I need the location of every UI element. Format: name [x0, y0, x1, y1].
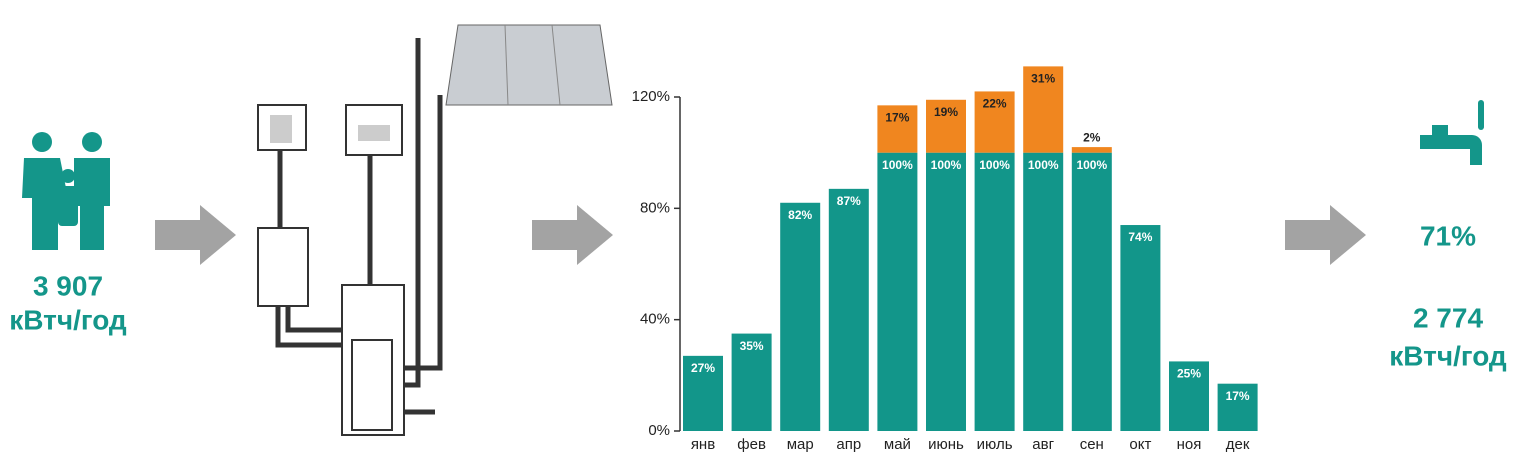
bar-segment	[1071, 147, 1112, 153]
bar-segment	[1169, 361, 1209, 431]
x-tick-label: фев	[737, 436, 766, 453]
arrows	[155, 205, 1366, 265]
bar-label: 74%	[1128, 230, 1152, 244]
bar-segment	[780, 202, 821, 431]
y-tick-label: 0%	[648, 422, 670, 439]
x-tick-label: дек	[1226, 436, 1250, 453]
x-tick-label: ноя	[1177, 436, 1202, 453]
bar-segment	[731, 333, 772, 431]
bar-segment	[877, 152, 918, 431]
x-tick-label: авг	[1032, 436, 1054, 453]
radiator	[270, 115, 292, 143]
devices	[257, 104, 405, 436]
y-tick-label: 40%	[640, 311, 670, 328]
bar-label: 100%	[1076, 158, 1107, 172]
bar-label: 35%	[740, 339, 764, 353]
bar-label: 31%	[1031, 72, 1055, 86]
bar-label: 17%	[1226, 389, 1250, 403]
bar-segment	[926, 152, 966, 431]
bar-label: 100%	[1028, 158, 1059, 172]
bar-label: 100%	[882, 158, 913, 172]
y-tick-label: 120%	[632, 88, 670, 105]
x-tick-label: янв	[691, 436, 715, 453]
bar-segment	[974, 152, 1015, 431]
x-tick-label: окт	[1129, 436, 1151, 453]
bar-label: 27%	[691, 361, 715, 375]
bar-segment	[683, 355, 723, 431]
bar-segment	[1071, 152, 1112, 431]
solar-panel	[445, 24, 613, 106]
result-unit: кВтч/год	[1389, 340, 1507, 371]
sink	[358, 125, 390, 141]
bar-label: 17%	[885, 111, 909, 125]
x-tick-label: апр	[836, 436, 861, 453]
result-share: 71%	[1420, 220, 1476, 251]
y-tick-label: 80%	[640, 199, 670, 216]
x-tick-label: июль	[977, 436, 1013, 453]
x-tick-label: июнь	[928, 436, 964, 453]
bar-segment	[1120, 225, 1161, 431]
bar-segment	[1023, 66, 1064, 153]
bar-label: 82%	[788, 208, 812, 222]
bar-label: 19%	[934, 105, 958, 119]
bar-label: 87%	[837, 194, 861, 208]
bar-segment	[1217, 383, 1258, 431]
bar-segment	[1023, 152, 1064, 431]
family-icon	[22, 132, 110, 250]
bar-segment	[828, 188, 869, 431]
consumption-value: 3 907	[33, 270, 103, 301]
bar-label: 100%	[979, 158, 1010, 172]
tap-icon	[1420, 100, 1484, 165]
bar-segment	[877, 105, 918, 153]
bar-label: 22%	[983, 97, 1007, 111]
x-tick-label: сен	[1080, 436, 1104, 453]
x-tick-label: мар	[787, 436, 814, 453]
bar-segment	[926, 99, 966, 153]
consumption-unit: кВтч/год	[9, 304, 127, 335]
bar-label: 2%	[1083, 130, 1101, 144]
x-tick-label: май	[884, 436, 911, 453]
bar-segment	[974, 91, 1015, 153]
result-value: 2 774	[1413, 302, 1483, 333]
bar-label: 25%	[1177, 367, 1201, 381]
bar-label: 100%	[931, 158, 962, 172]
